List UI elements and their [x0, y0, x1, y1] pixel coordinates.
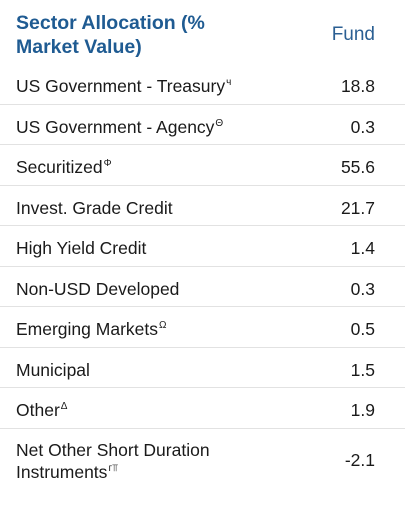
- row-value: 55.6: [340, 157, 375, 177]
- row-label: OtherΔ: [16, 400, 68, 420]
- row-value: -2.1: [344, 449, 375, 470]
- footnote-mark: Θ: [215, 117, 224, 129]
- table-header: Sector Allocation (% Market Value) Fund: [0, 0, 405, 64]
- row-label: Emerging MarketsΩ: [16, 319, 167, 339]
- row-value: 1.9: [350, 400, 375, 420]
- footnote-mark: Δ: [60, 401, 68, 413]
- row-value: 1.5: [350, 359, 375, 380]
- row-value: 21.7: [340, 197, 375, 218]
- row-label: SecuritizedΦ: [16, 157, 112, 177]
- allocation-table: US Government - Treasuryч 18.8 US Govern…: [0, 64, 405, 491]
- footnote-mark: ч: [226, 77, 232, 89]
- fund-column-header: Fund: [331, 24, 375, 45]
- table-row: Net Other Short Duration Instrumentsг⫪ -…: [0, 429, 405, 491]
- table-row: Invest. Grade Credit 21.7: [0, 186, 405, 226]
- footnote-mark: г⫪: [108, 462, 118, 474]
- footnote-mark: Φ: [103, 158, 112, 170]
- table-row: Non-USD Developed 0.3: [0, 267, 405, 307]
- table-row: SecuritizedΦ 55.6: [0, 145, 405, 186]
- table-row: US Government - AgencyΘ 0.3: [0, 105, 405, 145]
- row-label: Municipal: [16, 359, 90, 380]
- row-value: 0.3: [350, 278, 375, 299]
- row-label: Invest. Grade Credit: [16, 197, 173, 218]
- table-row: Municipal 1.5: [0, 348, 405, 388]
- row-label: US Government - AgencyΘ: [16, 116, 224, 137]
- footnote-mark: Ω: [159, 320, 167, 332]
- table-row: Emerging MarketsΩ 0.5: [0, 307, 405, 348]
- row-label: Non-USD Developed: [16, 278, 180, 299]
- table-title: Sector Allocation (% Market Value): [16, 12, 205, 58]
- row-label: High Yield Credit: [16, 238, 147, 258]
- row-value: 0.5: [350, 319, 375, 339]
- row-value: 18.8: [340, 76, 375, 96]
- table-row: High Yield Credit 1.4: [0, 226, 405, 267]
- row-label: US Government - Treasuryч: [16, 76, 232, 96]
- table-row: US Government - Treasuryч 18.8: [0, 64, 405, 105]
- row-value: 0.3: [350, 116, 375, 137]
- row-value: 1.4: [350, 238, 375, 258]
- row-label: Net Other Short Duration Instrumentsг⫪: [16, 439, 210, 482]
- table-row: OtherΔ 1.9: [0, 388, 405, 429]
